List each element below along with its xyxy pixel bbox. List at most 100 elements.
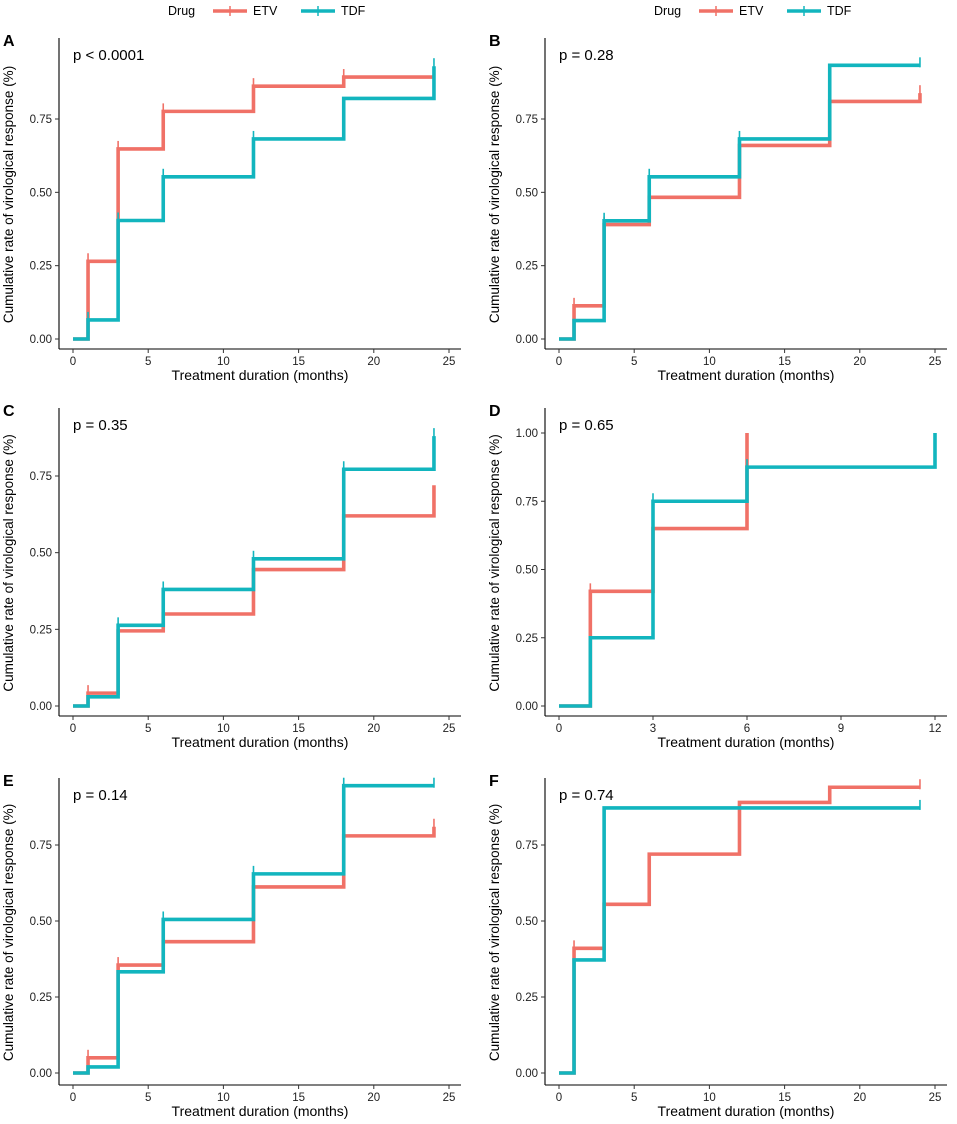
step-line-etv — [559, 93, 922, 341]
x-tick-label: 20 — [367, 723, 380, 735]
legend-title: Drug — [654, 4, 681, 18]
x-tick-label: 20 — [853, 1092, 866, 1104]
y-axis-title: Cumulative rate of virological response … — [487, 66, 502, 323]
x-axis-title: Treatment duration (months) — [658, 367, 835, 383]
y-tick-label: 0.75 — [516, 496, 538, 508]
x-tick-label: 15 — [778, 356, 791, 368]
y-tick-label: 0.50 — [30, 916, 52, 928]
y-tick-label: 0.75 — [30, 114, 52, 126]
series-tdf — [559, 433, 937, 708]
x-tick-label: 25 — [929, 356, 942, 368]
y-tick-label: 0.25 — [30, 992, 52, 1004]
step-line-etv — [73, 485, 436, 708]
step-line-etv — [73, 826, 436, 1075]
x-tick-label: 0 — [70, 356, 76, 368]
x-tick-label: 5 — [145, 723, 151, 735]
y-tick-label: 0.75 — [30, 471, 52, 483]
x-tick-label: 6 — [744, 723, 750, 735]
x-tick-label: 5 — [631, 1092, 637, 1104]
panel-b: 0 5 10 15 20 25 0.00 0.25 0.50 0.75 Treatment dura… — [487, 33, 947, 383]
series-tdf — [559, 799, 921, 1075]
p-value-annotation: p = 0.74 — [559, 787, 614, 804]
x-axis-title: Treatment duration (months) — [172, 367, 349, 383]
y-tick-label: 0.00 — [30, 1068, 52, 1080]
series-tdf — [73, 777, 435, 1075]
series-etv — [73, 69, 435, 341]
y-tick-label: 0.00 — [516, 701, 538, 713]
y-tick-label: 0.50 — [516, 916, 538, 928]
p-value-annotation: p < 0.0001 — [73, 47, 144, 64]
panel-a: 0 5 10 15 20 25 0.00 0.25 0.50 0.75 Treatment dura… — [1, 33, 461, 383]
x-axis-title: Treatment duration (months) — [658, 734, 835, 750]
x-axis-title: Treatment duration (months) — [172, 1103, 349, 1119]
x-tick-label: 0 — [556, 1092, 562, 1104]
x-tick-label: 20 — [853, 356, 866, 368]
y-tick-label: 0.00 — [516, 1068, 538, 1080]
y-tick-label: 0.25 — [516, 992, 538, 1004]
step-line-tdf — [73, 436, 436, 708]
x-tick-label: 20 — [367, 1092, 380, 1104]
x-tick-label: 5 — [145, 1092, 151, 1104]
y-tick-label: 0.75 — [516, 114, 538, 126]
x-tick-label: 9 — [838, 723, 844, 735]
y-tick-label: 1.00 — [516, 428, 538, 440]
panel-letter: C — [3, 403, 15, 420]
legend-key-tdf — [787, 6, 821, 16]
panel-e: 0 5 10 15 20 25 0.00 0.25 0.50 0.75 Treatment dura… — [1, 773, 461, 1119]
x-tick-label: 20 — [367, 356, 380, 368]
y-tick-label: 0.50 — [30, 187, 52, 199]
x-tick-label: 25 — [443, 356, 456, 368]
series-etv — [73, 818, 436, 1075]
legends: Drug ETV TDF Drug ETV TDF — [168, 4, 852, 18]
x-tick-label: 5 — [631, 356, 637, 368]
x-tick-label: 15 — [292, 356, 305, 368]
x-tick-label: 10 — [217, 723, 230, 735]
step-line-etv — [559, 785, 920, 1075]
y-axis-title: Cumulative rate of virological response … — [1, 804, 16, 1061]
x-tick-label: 0 — [556, 356, 562, 368]
p-value-annotation: p = 0.65 — [559, 417, 614, 434]
x-tick-label: 0 — [70, 1092, 76, 1104]
x-tick-label: 15 — [292, 1092, 305, 1104]
x-tick-label: 10 — [217, 1092, 230, 1104]
x-axis-title: Treatment duration (months) — [172, 734, 349, 750]
panel-f: 0 5 10 15 20 25 0.00 0.25 0.50 0.75 Treatment dura… — [487, 773, 947, 1119]
panel-d: 0 3 6 9 12 0.00 0.25 0.50 0.75 1.00 Treatment dura… — [487, 403, 947, 750]
y-tick-label: 0.25 — [516, 633, 538, 645]
panel-letter: B — [489, 33, 501, 50]
panel-letter: A — [3, 33, 15, 50]
series-etv — [73, 485, 436, 708]
legend-label-etv: ETV — [739, 4, 764, 18]
y-tick-label: 0.25 — [30, 624, 52, 636]
panels: 0 5 10 15 20 25 0.00 0.25 0.50 0.75 Treatment dura… — [1, 33, 947, 1119]
x-tick-label: 12 — [929, 723, 942, 735]
panel-c: 0 5 10 15 20 25 0.00 0.25 0.50 0.75 Treatment dura… — [1, 403, 461, 750]
x-tick-label: 15 — [778, 1092, 791, 1104]
step-line-tdf — [559, 806, 920, 1075]
y-tick-label: 0.50 — [516, 565, 538, 577]
series-tdf — [73, 428, 436, 708]
legend-right: Drug ETV TDF — [654, 4, 852, 18]
x-tick-label: 0 — [70, 723, 76, 735]
series-tdf — [559, 57, 921, 341]
y-tick-label: 0.00 — [516, 334, 538, 346]
series-tdf — [73, 58, 436, 341]
legend-title: Drug — [168, 4, 195, 18]
x-tick-label: 0 — [556, 723, 562, 735]
panel-letter: F — [489, 773, 499, 790]
x-tick-label: 3 — [650, 723, 656, 735]
y-tick-label: 0.50 — [516, 187, 538, 199]
series-etv — [559, 779, 921, 1075]
step-line-tdf — [73, 783, 434, 1075]
y-tick-label: 0.25 — [516, 261, 538, 273]
panel-letter: E — [3, 773, 14, 790]
step-line-tdf — [559, 63, 920, 341]
x-axis-title: Treatment duration (months) — [658, 1103, 835, 1119]
y-axis-title: Cumulative rate of virological response … — [1, 66, 16, 323]
legend-key-etv — [213, 6, 247, 16]
x-tick-label: 25 — [443, 723, 456, 735]
y-tick-label: 0.75 — [516, 840, 538, 852]
p-value-annotation: p = 0.35 — [73, 417, 128, 434]
y-tick-label: 0.00 — [30, 701, 52, 713]
